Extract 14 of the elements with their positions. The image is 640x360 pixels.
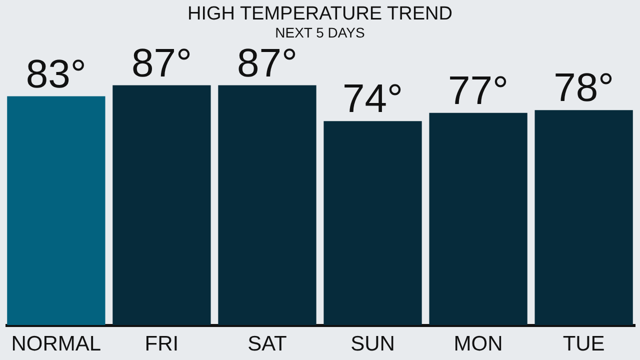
chart-subtitle: NEXT 5 DAYS [275,24,365,40]
x-tick-label: FRI [144,332,179,356]
x-tick-label: SAT [248,332,288,356]
x-tick-label: MON [454,332,503,356]
x-tick-label: TUE [562,332,605,356]
data-label: 83° [26,52,86,96]
data-label: 74° [342,77,404,122]
data-label: 87° [131,41,192,86]
data-label: 87° [236,41,298,86]
data-label: 78° [554,66,614,110]
x-tick-label: SUN [350,332,395,356]
x-tick-label: NORMAL [11,332,102,356]
data-label: 77° [448,68,509,113]
chart-title: HIGH TEMPERATURE TREND [188,3,452,24]
